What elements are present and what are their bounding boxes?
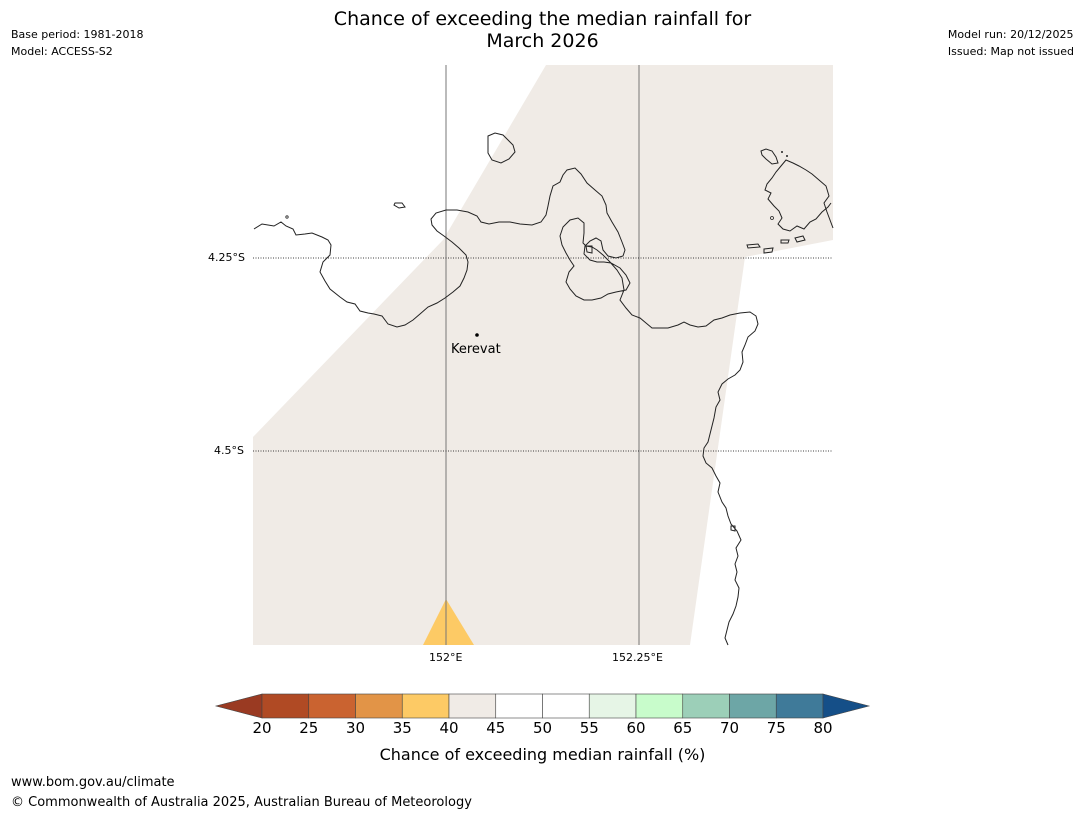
- colorbar-bin-35-40: [401, 693, 450, 719]
- islet-2: [781, 151, 783, 153]
- base-period-text: Base period: 1981-2018: [11, 28, 144, 41]
- coastline-island-ne-9: [730, 525, 736, 532]
- title-line-1: Chance of exceeding the median rainfall …: [333, 8, 752, 30]
- colorbar-tick-label: 30: [345, 719, 366, 737]
- colorbar-bin-55-60: [588, 693, 637, 719]
- issued-text: Issued: Map not issued: [947, 45, 1074, 58]
- colorbar-label: Chance of exceeding median rainfall (%): [379, 745, 706, 764]
- islet-4: [770, 216, 774, 220]
- islet-3: [786, 155, 788, 157]
- colorbar-bin-40-45: [448, 693, 497, 719]
- colorbar-tick-label: 40: [439, 719, 459, 737]
- meta-left: Base period: 1981-2018 Model: ACCESS-S2: [11, 26, 143, 60]
- colorbar-tick-label: 45: [486, 719, 506, 737]
- coastline-island-ne-5: [763, 247, 774, 254]
- coastline-island-ne-4: [746, 243, 761, 249]
- title-line-2: March 2026: [486, 30, 599, 52]
- map-title: Chance of exceeding the median rainfall …: [0, 8, 1085, 52]
- forecast-patch-35-40: [423, 599, 474, 645]
- colorbar-tick-label: 20: [252, 719, 272, 737]
- colorbar-bin-50-55: [542, 693, 590, 719]
- colorbar-bin-75-80: [775, 693, 824, 719]
- footer-url[interactable]: www.bom.gov.au/climate: [11, 775, 175, 790]
- coastline-island-ne-2: [487, 132, 516, 164]
- colorbar-extend-low: [214, 693, 263, 719]
- coastline-gazelle-west: [253, 167, 759, 646]
- coastline-northeast: [764, 159, 834, 232]
- colorbar-tick-label: 60: [626, 719, 646, 737]
- model-text: Model: ACCESS-S2: [11, 45, 113, 58]
- colorbar-tick-label: 50: [532, 719, 553, 737]
- model-run-text: Model run: 20/12/2025: [947, 28, 1074, 41]
- colorbar-extend-high: [822, 693, 871, 719]
- colorbar-bin-70-75: [729, 693, 777, 719]
- colorbar-bin-45-50: [495, 693, 543, 719]
- islet-1: [285, 215, 289, 219]
- colorbar-tick-label: 55: [579, 719, 599, 737]
- colorbar-tick-label: 35: [392, 719, 412, 737]
- colorbar-tick-label: 80: [813, 719, 833, 737]
- colorbar-tick-label: 65: [673, 719, 693, 737]
- colorbar-bin-25-30: [308, 693, 356, 719]
- coastline-island-ne-8: [585, 245, 593, 254]
- lat-label-4-5: 4.5°S: [214, 444, 244, 457]
- coastline-island-ne-3: [393, 202, 406, 209]
- footer-copyright: © Commonwealth of Australia 2025, Austra…: [11, 795, 472, 810]
- forecast-domain-fill: [253, 65, 833, 645]
- coastline-island-ne-6: [780, 239, 790, 244]
- colorbar-tick-label: 70: [719, 719, 740, 737]
- colorbar: [214, 693, 871, 719]
- colorbar-bin-20-25: [261, 693, 310, 719]
- colorbar-tick-label: 75: [766, 719, 786, 737]
- colorbar-bin-65-70: [682, 693, 730, 719]
- colorbar-tick-label: 25: [299, 719, 319, 737]
- place-label-kerevat: Kerevat: [451, 342, 501, 357]
- kerevat-marker: [475, 333, 479, 337]
- coastline-island-ne-1: [760, 148, 779, 165]
- lon-label-152: 152°E: [429, 651, 463, 664]
- lon-label-152-25: 152.25°E: [612, 651, 663, 664]
- lat-label-4-25: 4.25°S: [208, 251, 245, 264]
- colorbar-bin-60-65: [635, 693, 684, 719]
- meta-right: Model run: 20/12/2025 Issued: Map not is…: [948, 26, 1074, 60]
- coastline-island-ne-7: [794, 235, 806, 243]
- colorbar-bin-30-35: [355, 693, 403, 719]
